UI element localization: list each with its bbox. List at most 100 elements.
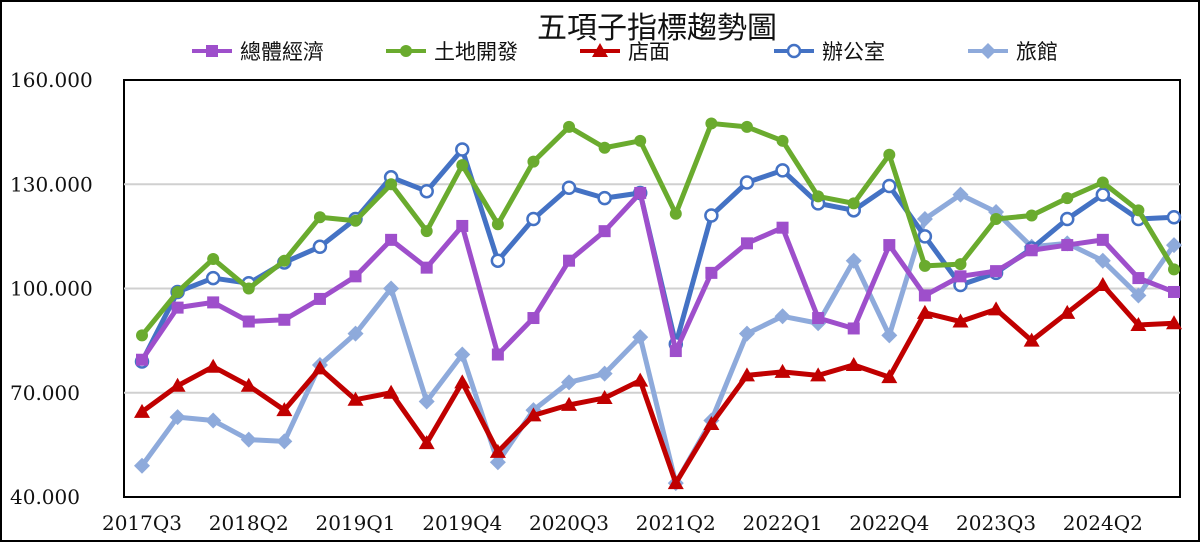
data-point (598, 225, 611, 238)
data-point (740, 120, 753, 133)
data-point (634, 186, 647, 199)
data-point (1166, 237, 1182, 254)
data-point (205, 358, 222, 373)
data-point (134, 457, 150, 474)
data-point (205, 412, 222, 429)
data-point (349, 214, 362, 227)
data-point (669, 345, 682, 358)
data-point (561, 180, 577, 195)
data-point (632, 372, 649, 387)
data-point (1061, 192, 1074, 205)
data-point (347, 391, 364, 406)
data-point (952, 186, 969, 203)
data-point (1130, 287, 1147, 304)
x-tick-label: 2022Q4 (849, 511, 929, 535)
data-point (563, 254, 576, 267)
data-point (775, 163, 790, 178)
data-point (1132, 204, 1145, 217)
data-point (705, 117, 718, 130)
data-point (632, 329, 649, 346)
data-point (242, 282, 255, 295)
legend-item: 辦公室 (774, 40, 885, 64)
legend-marker (786, 43, 802, 59)
data-point (847, 197, 860, 210)
series-line (139, 120, 1177, 338)
data-point (169, 409, 186, 426)
data-point (738, 367, 755, 382)
data-point (1166, 315, 1182, 330)
data-point (276, 402, 293, 417)
x-tick-label: 2022Q1 (743, 511, 823, 535)
y-tick-label: 130.000 (10, 172, 93, 196)
axis-layer: 160.000 130.000 100.000 70.000 40.000 2017Q3 2… (10, 68, 1143, 535)
data-point (774, 363, 791, 378)
legend-item: 土地開發 (386, 40, 518, 64)
data-point (883, 148, 896, 161)
data-point (171, 285, 184, 298)
data-point (420, 225, 433, 238)
data-point (561, 396, 578, 411)
data-point (740, 237, 753, 250)
data-point (418, 393, 435, 410)
chart-title: 五項子指標趨勢圖 (537, 11, 777, 46)
data-point (1095, 187, 1111, 202)
legend-marker (980, 43, 996, 59)
data-point (881, 327, 898, 344)
data-point (1094, 277, 1111, 292)
data-point (454, 346, 471, 363)
data-point (456, 219, 469, 232)
data-point (669, 207, 682, 220)
data-point (489, 454, 506, 471)
data-point (489, 443, 506, 458)
data-point (1096, 233, 1109, 246)
legend: 總體經濟 土地開發 店面 辦公室 旅館 (192, 40, 1058, 64)
data-point (917, 229, 933, 244)
legend-item: 總體經濟 (192, 40, 324, 64)
data-point (491, 348, 504, 361)
data-point (954, 270, 967, 283)
data-point (882, 178, 897, 194)
data-point (385, 233, 398, 246)
data-point (705, 266, 718, 279)
y-tick-label: 100.000 (10, 277, 93, 301)
data-point (952, 313, 969, 328)
data-point (349, 270, 362, 283)
data-point (563, 120, 576, 133)
y-tick-label: 160.000 (10, 68, 93, 92)
grid-layer (123, 79, 1181, 498)
data-point (383, 280, 400, 297)
series-layer (134, 117, 1182, 492)
data-point (1025, 209, 1038, 222)
data-point (845, 356, 862, 371)
x-tick-label: 2024Q2 (1063, 511, 1143, 535)
data-point (1059, 211, 1075, 227)
data-point (916, 304, 933, 319)
data-point (311, 360, 328, 375)
data-point (207, 252, 220, 265)
data-point (454, 374, 471, 389)
data-point (918, 289, 931, 302)
data-point (704, 208, 719, 223)
data-point (847, 322, 860, 335)
data-point (490, 253, 506, 268)
data-point (1059, 304, 1076, 319)
data-point (774, 308, 791, 325)
data-point (812, 312, 825, 325)
series-3 (136, 117, 1180, 342)
data-point (169, 377, 186, 392)
data-point (313, 211, 326, 224)
x-tick-label: 2018Q2 (209, 511, 289, 535)
data-point (845, 252, 862, 269)
data-point (347, 325, 364, 342)
x-tick-label: 2023Q3 (956, 511, 1036, 535)
series-4 (134, 277, 1182, 490)
data-point (491, 218, 504, 231)
legend-marker (592, 43, 608, 57)
series-line (139, 192, 1177, 486)
data-point (134, 403, 150, 418)
data-point (383, 384, 400, 399)
data-point (1023, 332, 1040, 347)
y-tick-label: 70.000 (10, 381, 80, 405)
x-tick-label: 2019Q1 (316, 511, 396, 535)
